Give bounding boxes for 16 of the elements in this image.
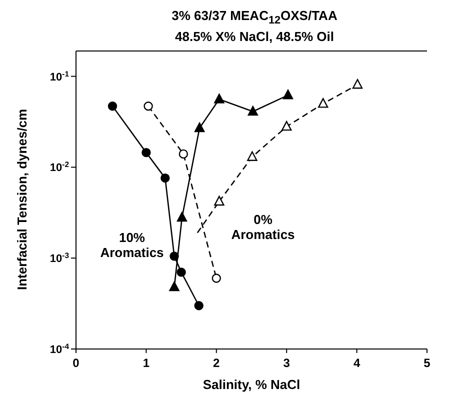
- x-tick-label: 4: [353, 356, 360, 370]
- y-tick-label: 10$^{-4}$: [50, 341, 70, 356]
- x-tick-label: 1: [142, 356, 150, 370]
- y-axis-title: Interfacial Tension, dynes/cm: [14, 108, 30, 290]
- x-tick-label: 0: [72, 356, 80, 370]
- chart-title: 3% 63/37 MEAC$_{12}$OXS/TAA: [170, 8, 338, 29]
- chart-subtitle: 48.5% X% NaCl, 48.5% Oil: [174, 28, 335, 44]
- y-tick-label: 10$^{-1}$: [50, 68, 70, 83]
- annotation: 10% Aromatics: [100, 230, 164, 260]
- x-axis-title: Salinity, % NaCl: [202, 376, 300, 392]
- annotation: 0% Aromatics: [231, 212, 295, 242]
- x-tick-label: 2: [213, 356, 220, 370]
- y-tick-label: 10$^{-3}$: [50, 250, 69, 265]
- x-tick-label: 3: [283, 356, 290, 370]
- x-tick-label: 5: [424, 356, 431, 370]
- y-tick-label: 10$^{-2}$: [50, 159, 69, 174]
